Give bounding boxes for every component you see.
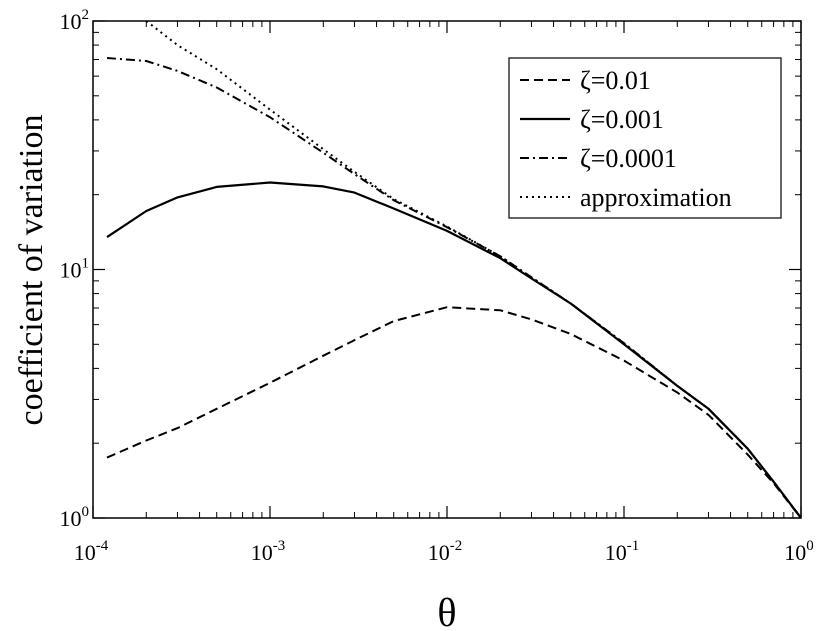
x-tick-label: 10-4 — [74, 538, 109, 565]
legend-label: ζ=0.0001 — [580, 144, 677, 173]
series-layer — [106, 21, 801, 518]
x-tick-label: 10-3 — [251, 538, 286, 565]
axis-tick-labels: 10-4 10-3 10-2 10-1 100 100 101 102 — [60, 7, 814, 565]
y-tick-label: 100 — [60, 504, 90, 531]
x-tick-label: 100 — [784, 538, 814, 565]
plot-frame — [92, 20, 802, 519]
series-line — [145, 21, 801, 518]
x-tick-label: 10-2 — [428, 538, 463, 565]
y-tick-label: 102 — [60, 7, 90, 34]
y-tick-label: 101 — [60, 256, 90, 283]
legend-label: approximation — [580, 183, 732, 212]
series-line — [106, 181, 801, 518]
legend-box — [508, 57, 782, 219]
legend-label: ζ=0.01 — [580, 66, 651, 95]
x-axis-title: θ — [437, 590, 456, 631]
series-line — [106, 306, 801, 518]
legend-label: ζ=0.001 — [580, 105, 664, 134]
x-tick-label: 10-1 — [605, 538, 640, 565]
legend: ζ=0.01 ζ=0.001 ζ=0.0001 approximation — [508, 57, 782, 219]
y-axis-title: coefficient of variation — [13, 115, 50, 426]
